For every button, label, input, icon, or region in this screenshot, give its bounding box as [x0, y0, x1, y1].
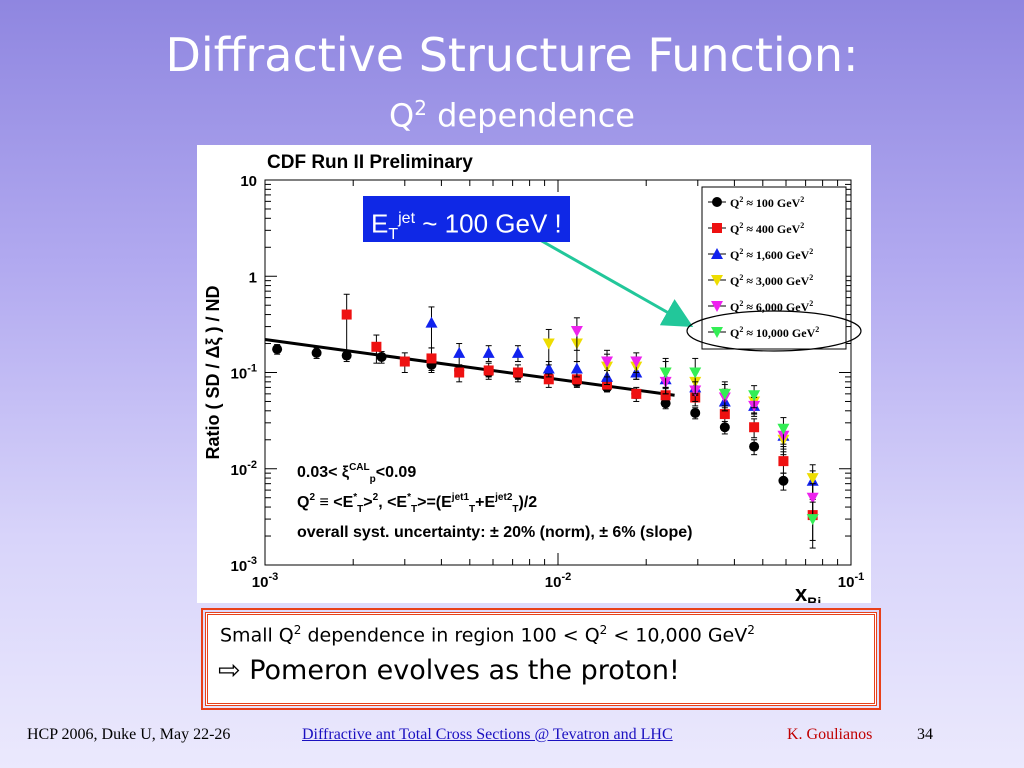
y-tick-label: 1	[249, 269, 257, 286]
data-point	[711, 275, 723, 286]
data-point	[749, 441, 760, 452]
data-point	[601, 356, 614, 368]
data-point	[806, 492, 819, 504]
callout-sub: T	[388, 225, 399, 243]
data-point	[453, 346, 466, 358]
data-point	[570, 362, 583, 374]
y-axis-label: Ratio ( SD / Δξ ) / ND	[203, 286, 224, 460]
footer-conference: HCP 2006, Duke U, May 22-26	[27, 726, 231, 743]
legend-entry: Q2 ≈ 3,000 GeV2	[730, 273, 813, 288]
data-point	[748, 390, 761, 402]
data-point	[482, 346, 495, 358]
data-point	[426, 353, 437, 364]
y-tick-label: 10	[240, 173, 257, 190]
x-tick-label: 10-2	[545, 571, 571, 591]
annotation-text: Q2 ≡ <E*T>2, <E*T>=(Ejet1T+Ejet2T)/2	[297, 492, 537, 515]
data-point	[512, 367, 523, 378]
fit-line	[264, 338, 675, 397]
data-point	[570, 325, 583, 337]
subtitle-q: Q	[389, 96, 415, 135]
data-point	[425, 316, 438, 328]
callout-rest: ~ 100 GeV !	[415, 208, 562, 239]
callout-sup: jet	[398, 210, 416, 227]
data-point	[659, 367, 672, 379]
data-point	[806, 514, 819, 526]
callout-e: E	[371, 208, 389, 239]
x-tick-label: 10-1	[838, 571, 864, 591]
data-point	[718, 388, 731, 400]
data-point	[690, 407, 701, 418]
data-point	[399, 356, 410, 367]
data-point	[631, 388, 642, 399]
legend-entry: Q2 ≈ 400 GeV2	[730, 221, 804, 236]
data-point	[660, 390, 671, 401]
legend-box	[701, 186, 847, 350]
right-arrow-icon: ⇨	[218, 655, 241, 686]
data-point	[272, 344, 283, 355]
conclusion-text: Pomeron evolves as the proton!	[240, 655, 680, 686]
slide-title: Diffractive Structure Function:	[165, 28, 859, 82]
annotation-text: overall syst. uncertainty: ± 20% (norm),…	[297, 524, 692, 541]
c1s3: 2	[747, 623, 755, 637]
c1b: dependence in region 100 < Q	[301, 624, 600, 647]
conclusion-line-2: ⇨ Pomeron evolves as the proton!	[218, 655, 680, 686]
data-point	[630, 356, 643, 368]
y-tick-label: 10-1	[231, 363, 257, 383]
chart-title: CDF Run II Preliminary	[267, 152, 473, 173]
data-point	[712, 223, 722, 233]
data-point	[542, 362, 555, 374]
legend-entry: Q2 ≈ 100 GeV2	[730, 195, 804, 210]
y-tick-label: 10-3	[231, 555, 257, 575]
footer-page-number: 34	[917, 726, 933, 743]
c1c: < 10,000 GeV	[607, 624, 748, 647]
conclusion-line-1: Small Q2 dependence in region 100 < Q2 <…	[220, 623, 755, 646]
legend-entry: Q2 ≈ 6,000 GeV2	[730, 299, 813, 314]
data-point	[689, 367, 702, 379]
conclusion-box: Small Q2 dependence in region 100 < Q2 <…	[201, 608, 881, 710]
jet-energy-callout: ETjet ~ 100 GeV !	[363, 196, 570, 243]
data-point	[542, 338, 555, 350]
data-point	[806, 473, 819, 485]
data-point	[454, 367, 465, 378]
slide-subtitle: Q2 dependence	[0, 88, 1024, 136]
legend-entry: Q2 ≈ 10,000 GeV2	[730, 325, 819, 340]
data-point	[511, 346, 524, 358]
data-point	[712, 197, 722, 207]
data-point	[341, 309, 352, 320]
data-point	[719, 409, 730, 420]
data-point	[543, 374, 554, 385]
c1s2: 2	[599, 623, 608, 637]
data-point	[483, 365, 494, 376]
legend-entry: Q2 ≈ 1,600 GeV2	[730, 247, 813, 262]
data-point	[778, 456, 789, 467]
data-point	[778, 475, 789, 486]
c1a: Small Q	[220, 624, 294, 647]
data-point	[311, 347, 322, 358]
data-point	[571, 374, 582, 385]
annotation-text: 0.03< ξCALp<0.09	[297, 462, 416, 485]
footer-link[interactable]: Diffractive ant Total Cross Sections @ T…	[302, 726, 673, 743]
subtitle-sup: 2	[414, 96, 427, 120]
x-tick-label: 10-3	[252, 571, 278, 591]
data-point	[371, 341, 382, 352]
data-point	[711, 301, 723, 312]
data-point	[711, 248, 723, 259]
data-point	[777, 423, 790, 435]
data-point	[749, 422, 760, 433]
data-point	[376, 351, 387, 362]
subtitle-rest: dependence	[426, 96, 635, 135]
y-tick-label: 10-2	[231, 459, 257, 479]
x-axis-label: xBj	[795, 581, 821, 603]
c1s1: 2	[293, 623, 302, 637]
footer-author: K. Goulianos	[787, 726, 873, 743]
